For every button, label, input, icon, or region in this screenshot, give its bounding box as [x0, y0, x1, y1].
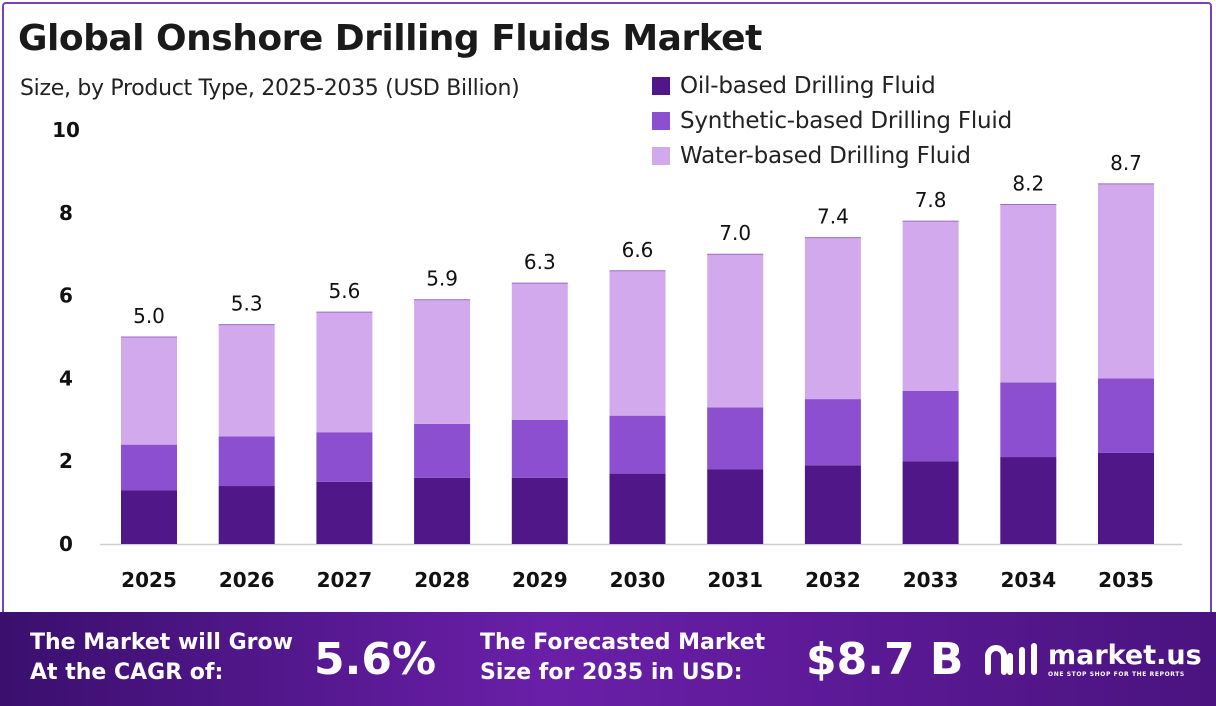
chart-title: Global Onshore Drilling Fluids Market [18, 18, 762, 59]
bar-segment-oil [804, 465, 861, 544]
bar-segment-oil [121, 490, 177, 544]
stacked-bar-chart: 0 2 4 6 8 10 5.0 2025 5.3 2026 5.6 2027 5.9 2028 6.3 20… [52, 118, 1182, 592]
bar-segment-water [316, 312, 373, 433]
bar-segment-oil [414, 477, 471, 544]
bar-segment-oil [218, 486, 275, 544]
cagr-label-line1: The Market will Grow [30, 630, 293, 655]
bar-segment-oil [609, 473, 666, 544]
bar-segment-synthetic [316, 432, 373, 482]
bar-total-label: 5.9 [426, 267, 458, 291]
bar-total-label: 6.6 [622, 238, 654, 262]
legend: Oil-based Drilling Fluid Synthetic-based… [652, 68, 1012, 173]
cagr-label-line2: At the CAGR of: [30, 660, 224, 685]
bar-segment-oil [902, 461, 959, 544]
market-us-logo: market.us ONE STOP SHOP FOR THE REPORTS [984, 640, 1202, 678]
legend-item-synthetic: Synthetic-based Drilling Fluid [652, 103, 1012, 138]
bar-total-label: 7.4 [817, 205, 849, 229]
x-tick-label: 2027 [317, 568, 373, 592]
bar-segment-synthetic [1000, 382, 1057, 458]
logo-name: market.us [1048, 640, 1202, 671]
bar-segment-oil [1098, 452, 1154, 544]
y-tick-label: 8 [59, 201, 73, 225]
bar-total-label: 5.0 [133, 304, 165, 328]
bar-segment-synthetic [707, 407, 764, 470]
x-tick-label: 2029 [512, 568, 568, 592]
bar-total-label: 7.0 [719, 221, 751, 245]
x-tick-label: 2034 [1000, 568, 1056, 592]
forecast-label-line2: Size for 2035 in USD: [480, 660, 743, 685]
x-tick-label: 2025 [121, 568, 177, 592]
bar-segment-water [1000, 204, 1057, 383]
bar-segment-water [609, 270, 666, 416]
forecast-label-line1: The Forecasted Market [480, 630, 766, 655]
market-us-logo-icon [985, 643, 1037, 675]
bar-segment-synthetic [218, 436, 275, 487]
x-tick-label: 2028 [414, 568, 470, 592]
bar-segment-synthetic [902, 390, 959, 462]
bar-segment-water [804, 237, 861, 400]
legend-item-water: Water-based Drilling Fluid [652, 138, 1012, 173]
x-tick-label: 2032 [805, 568, 861, 592]
chart-subtitle: Size, by Product Type, 2025-2035 (USD Bi… [20, 76, 520, 101]
legend-swatch-water [652, 146, 670, 165]
bar-segment-water [121, 337, 177, 445]
bar-segment-oil [316, 481, 373, 544]
bar-segment-water [414, 299, 471, 424]
bar-segment-water [1098, 183, 1154, 379]
bar-segment-water [218, 324, 275, 437]
bar-segment-water [707, 254, 764, 408]
logo-tagline: ONE STOP SHOP FOR THE REPORTS [1048, 671, 1185, 678]
bar-total-label: 8.7 [1110, 151, 1142, 175]
y-tick-label: 2 [59, 449, 73, 473]
legend-label-water: Water-based Drilling Fluid [680, 142, 971, 169]
x-tick-label: 2026 [219, 568, 275, 592]
bar-segment-synthetic [121, 444, 177, 491]
footer-banner: The Market will Grow At the CAGR of: 5.6… [0, 612, 1216, 706]
forecast-label: The Forecasted Market Size for 2035 in U… [480, 628, 765, 688]
cagr-value: 5.6% [314, 634, 437, 685]
bar-segment-water [511, 283, 568, 420]
x-tick-label: 2033 [903, 568, 959, 592]
bar-total-label: 8.2 [1012, 172, 1044, 196]
cagr-label: The Market will Grow At the CAGR of: [30, 628, 293, 688]
forecast-value: $8.7 B [806, 634, 964, 685]
bar-segment-synthetic [804, 399, 861, 466]
x-tick-label: 2030 [610, 568, 666, 592]
y-tick-label: 4 [59, 366, 73, 390]
bar-segment-oil [707, 469, 764, 544]
bar-total-label: 5.6 [328, 279, 360, 303]
legend-swatch-oil [652, 76, 670, 95]
legend-label-oil: Oil-based Drilling Fluid [680, 72, 936, 99]
bar-segment-synthetic [609, 415, 666, 474]
legend-swatch-synthetic [652, 111, 670, 130]
bar-segment-water [902, 221, 959, 391]
bar-segment-synthetic [414, 423, 471, 478]
y-tick-label: 6 [59, 284, 73, 308]
legend-item-oil: Oil-based Drilling Fluid [652, 68, 1012, 103]
legend-label-synthetic: Synthetic-based Drilling Fluid [680, 107, 1013, 134]
y-tick-label: 0 [59, 532, 73, 556]
bar-segment-synthetic [1098, 378, 1154, 453]
bar-segment-synthetic [511, 419, 568, 478]
bar-total-label: 7.8 [915, 188, 947, 212]
x-tick-label: 2035 [1098, 568, 1154, 592]
bar-segment-oil [511, 477, 568, 544]
bar-total-label: 5.3 [231, 292, 263, 316]
x-tick-label: 2031 [707, 568, 763, 592]
bar-total-label: 6.3 [524, 250, 556, 274]
y-tick-label: 10 [52, 118, 80, 142]
bar-segment-oil [1000, 457, 1057, 544]
